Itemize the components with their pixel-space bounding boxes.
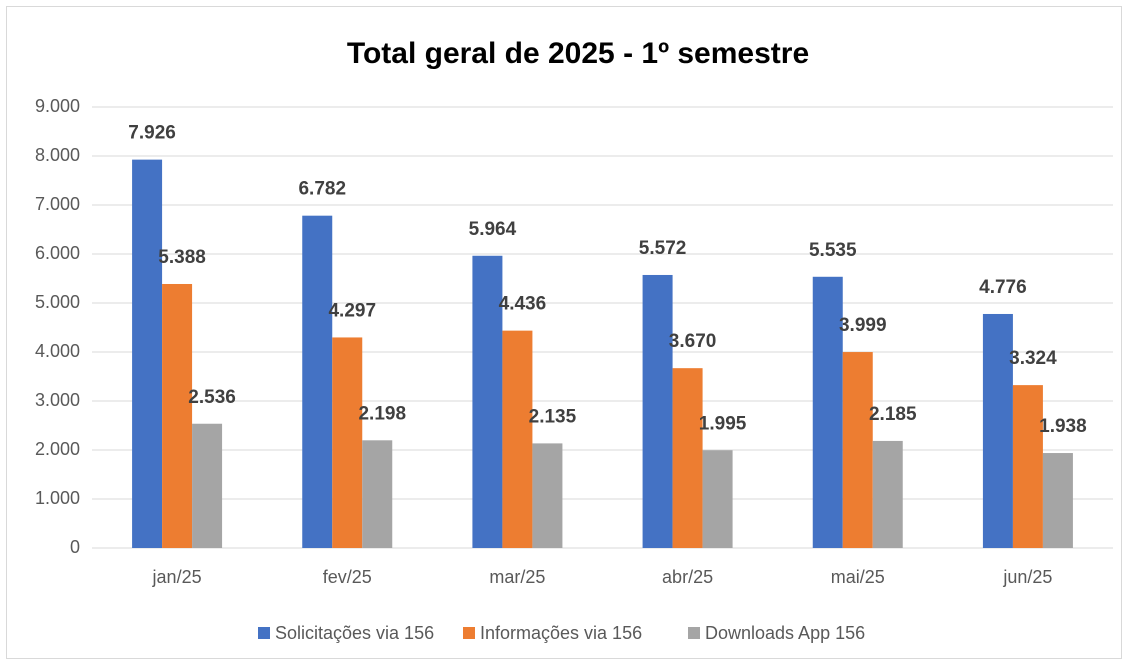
data-label: 1.938 — [1039, 416, 1087, 437]
y-tick-label: 1.000 — [35, 488, 80, 508]
bar — [332, 337, 363, 548]
data-label: 4.776 — [979, 277, 1027, 298]
bar — [872, 440, 903, 548]
y-tick-label: 8.000 — [35, 145, 80, 165]
y-tick-label: 6.000 — [35, 243, 80, 263]
data-label: 5.572 — [639, 238, 687, 259]
bar — [532, 443, 563, 548]
legend-label: Solicitações via 156 — [275, 623, 434, 643]
data-label: 1.995 — [699, 413, 747, 434]
bar — [842, 352, 873, 548]
data-label: 2.198 — [358, 403, 406, 424]
data-label: 3.999 — [839, 315, 887, 336]
bar — [812, 276, 843, 548]
bar — [162, 283, 193, 548]
legend-swatch — [688, 627, 700, 639]
bar — [642, 274, 673, 548]
x-tick-label: jan/25 — [152, 567, 202, 587]
bar — [472, 255, 503, 548]
y-tick-label: 5.000 — [35, 292, 80, 312]
x-tick-label: fev/25 — [323, 567, 372, 587]
bar — [982, 313, 1013, 548]
legend-label: Downloads App 156 — [705, 623, 865, 643]
bar — [362, 440, 393, 548]
data-label: 5.388 — [158, 247, 206, 268]
chart-title: Total geral de 2025 - 1º semestre — [347, 37, 809, 70]
data-label: 5.964 — [469, 219, 517, 240]
y-tick-label: 7.000 — [35, 194, 80, 214]
data-label: 5.535 — [809, 240, 857, 261]
data-label: 6.782 — [298, 179, 346, 200]
data-label: 2.536 — [188, 387, 236, 408]
bar — [302, 215, 333, 548]
chart-border — [6, 6, 1122, 659]
x-tick-label: abr/25 — [662, 567, 713, 587]
y-tick-label: 9.000 — [35, 96, 80, 116]
bar — [1012, 385, 1043, 548]
data-label: 2.185 — [869, 404, 917, 425]
x-tick-label: mar/25 — [489, 567, 545, 587]
y-tick-label: 4.000 — [35, 341, 80, 361]
bar — [1042, 453, 1073, 548]
data-label: 3.670 — [669, 331, 717, 352]
data-label: 7.926 — [128, 123, 176, 144]
legend-swatch — [463, 627, 475, 639]
data-label: 4.297 — [328, 300, 376, 321]
bar — [672, 368, 703, 548]
data-label: 2.135 — [529, 406, 577, 427]
legend-swatch — [258, 627, 270, 639]
legend-label: Informações via 156 — [480, 623, 642, 643]
bar — [192, 423, 223, 548]
data-label: 4.436 — [499, 294, 547, 315]
x-tick-label: jun/25 — [1002, 567, 1052, 587]
x-tick-label: mai/25 — [831, 567, 885, 587]
bar — [502, 330, 533, 548]
bar — [132, 159, 163, 548]
y-tick-label: 3.000 — [35, 390, 80, 410]
data-label: 3.324 — [1009, 348, 1057, 369]
y-tick-label: 2.000 — [35, 439, 80, 459]
y-tick-label: 0 — [70, 537, 80, 557]
bar — [702, 450, 733, 548]
